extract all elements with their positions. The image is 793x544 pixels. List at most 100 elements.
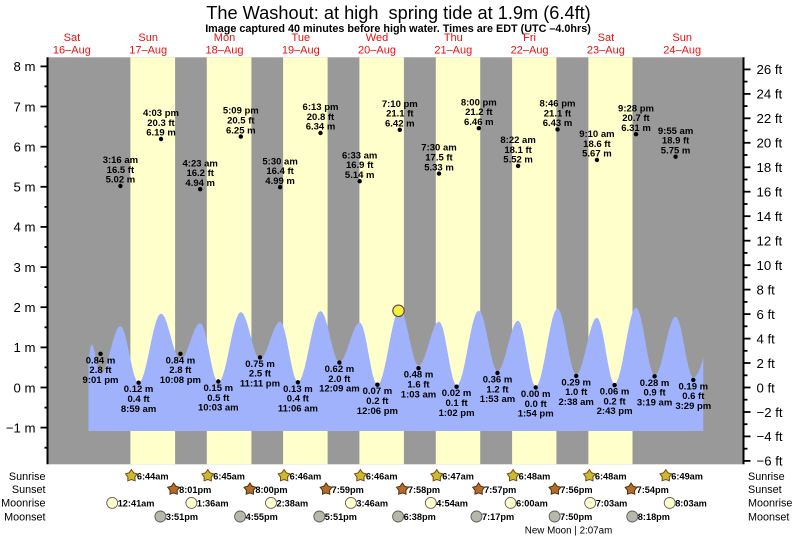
svg-text:Sun: Sun [138,32,158,44]
svg-text:20.3 ft: 20.3 ft [147,118,175,129]
svg-text:5 m: 5 m [14,180,36,195]
svg-text:0.02 m: 0.02 m [442,388,472,399]
svg-text:1.0 ft: 1.0 ft [565,387,588,398]
svg-text:9:10 am: 9:10 am [579,129,614,140]
svg-text:0.4 ft: 0.4 ft [128,394,151,405]
svg-text:6:48am: 6:48am [595,472,627,482]
svg-text:17–Aug: 17–Aug [129,45,167,57]
svg-text:0.84 m: 0.84 m [166,355,196,366]
svg-text:0.6 ft: 0.6 ft [682,391,705,402]
svg-text:4:03 pm: 4:03 pm [143,108,179,119]
svg-text:16.9 ft: 16.9 ft [346,160,374,171]
svg-text:19–Aug: 19–Aug [282,45,320,57]
svg-text:26 ft: 26 ft [757,62,783,77]
svg-text:7 m: 7 m [14,99,36,114]
svg-text:18.6 ft: 18.6 ft [583,139,611,150]
svg-text:22 ft: 22 ft [757,111,783,126]
svg-text:1:54 pm: 1:54 pm [518,409,554,420]
svg-text:New Moon | 2:07am: New Moon | 2:07am [525,525,613,536]
svg-text:7:54pm: 7:54pm [637,485,669,495]
svg-text:4.99 m: 4.99 m [265,176,295,187]
svg-text:20 ft: 20 ft [757,136,783,151]
svg-text:6:00am: 6:00am [516,499,548,509]
svg-text:6:44am: 6:44am [137,472,169,482]
svg-text:7:03am: 7:03am [596,499,628,509]
svg-text:7:30 am: 7:30 am [421,143,456,154]
svg-text:Moonset: Moonset [4,511,45,523]
svg-text:Sunrise: Sunrise [748,471,785,483]
svg-text:0.07 m: 0.07 m [363,386,393,397]
svg-text:0.2 ft: 0.2 ft [604,396,627,407]
svg-text:20–Aug: 20–Aug [358,45,396,57]
svg-text:5:30 am: 5:30 am [262,156,297,167]
svg-text:2:43 pm: 2:43 pm [597,406,633,417]
svg-text:0.9 ft: 0.9 ft [644,388,667,399]
svg-text:−2 ft: −2 ft [757,405,783,420]
svg-text:24–Aug: 24–Aug [663,45,701,57]
svg-text:Sat: Sat [598,32,615,44]
svg-text:2.0 ft: 2.0 ft [328,374,351,385]
svg-text:6:46am: 6:46am [290,472,322,482]
svg-text:8 ft: 8 ft [757,282,776,297]
svg-text:Thu: Thu [444,32,463,44]
svg-text:0.15 m: 0.15 m [204,383,234,394]
svg-text:6:38pm: 6:38pm [404,512,436,522]
svg-text:−4 ft: −4 ft [757,429,783,444]
svg-text:24 ft: 24 ft [757,87,783,102]
svg-text:0.06 m: 0.06 m [600,387,630,398]
svg-text:Tue: Tue [292,32,311,44]
svg-text:10 ft: 10 ft [757,258,783,273]
svg-text:7:10 pm: 7:10 pm [382,99,418,110]
svg-text:7:17pm: 7:17pm [482,512,514,522]
svg-text:23–Aug: 23–Aug [587,45,625,57]
svg-text:4 m: 4 m [14,220,36,235]
svg-text:5.14 m: 5.14 m [345,170,375,181]
svg-text:11:06 am: 11:06 am [278,403,318,414]
svg-text:1:03 am: 1:03 am [401,389,436,400]
svg-text:16.5 ft: 16.5 ft [107,165,135,176]
svg-text:0.84 m: 0.84 m [86,355,116,366]
svg-text:0.0 ft: 0.0 ft [525,399,548,410]
svg-text:0.4 ft: 0.4 ft [287,394,310,405]
svg-text:5.67 m: 5.67 m [582,149,612,160]
svg-text:16.4 ft: 16.4 ft [266,166,294,177]
svg-text:0.5 ft: 0.5 ft [207,393,230,404]
svg-text:6 m: 6 m [14,140,36,155]
svg-text:Sunset: Sunset [12,484,46,496]
svg-text:6:33 am: 6:33 am [342,150,377,161]
svg-text:0.12 m: 0.12 m [124,384,154,395]
svg-text:18 ft: 18 ft [757,160,783,175]
svg-text:1.2 ft: 1.2 ft [486,384,509,395]
svg-text:12:41am: 12:41am [118,499,155,509]
svg-text:21.1 ft: 21.1 ft [386,109,414,120]
svg-text:Image captured 40 minutes befo: Image captured 40 minutes before high wa… [205,23,591,35]
svg-text:6:13 pm: 6:13 pm [303,102,339,113]
svg-text:4.94 m: 4.94 m [185,178,215,189]
svg-text:21–Aug: 21–Aug [434,45,472,57]
svg-text:14 ft: 14 ft [757,209,783,224]
svg-text:2 ft: 2 ft [757,356,776,371]
svg-text:Sun: Sun [672,32,692,44]
svg-text:21.1 ft: 21.1 ft [544,108,572,119]
svg-text:6 ft: 6 ft [757,307,776,322]
svg-text:Moonrise: Moonrise [748,498,792,510]
svg-text:16 ft: 16 ft [757,185,783,200]
svg-text:0.13 m: 0.13 m [283,384,313,395]
svg-text:Sat: Sat [64,32,81,44]
svg-text:12 ft: 12 ft [757,234,783,249]
svg-text:3:29 pm: 3:29 pm [675,401,711,412]
svg-text:0 m: 0 m [14,380,36,395]
svg-text:8:46 pm: 8:46 pm [540,99,576,110]
svg-text:7:59pm: 7:59pm [332,485,364,495]
svg-text:8 m: 8 m [14,59,36,74]
svg-text:9:01 pm: 9:01 pm [83,375,119,386]
svg-text:Wed: Wed [366,32,388,44]
svg-text:Sunset: Sunset [748,484,782,496]
svg-text:5.52 m: 5.52 m [503,155,533,166]
svg-text:6.46 m: 6.46 m [464,117,494,128]
svg-text:6.31 m: 6.31 m [621,123,651,134]
svg-text:3:46am: 3:46am [356,499,388,509]
svg-text:6:48am: 6:48am [519,472,551,482]
svg-text:2.8 ft: 2.8 ft [89,365,112,376]
svg-text:1:02 pm: 1:02 pm [439,408,475,419]
